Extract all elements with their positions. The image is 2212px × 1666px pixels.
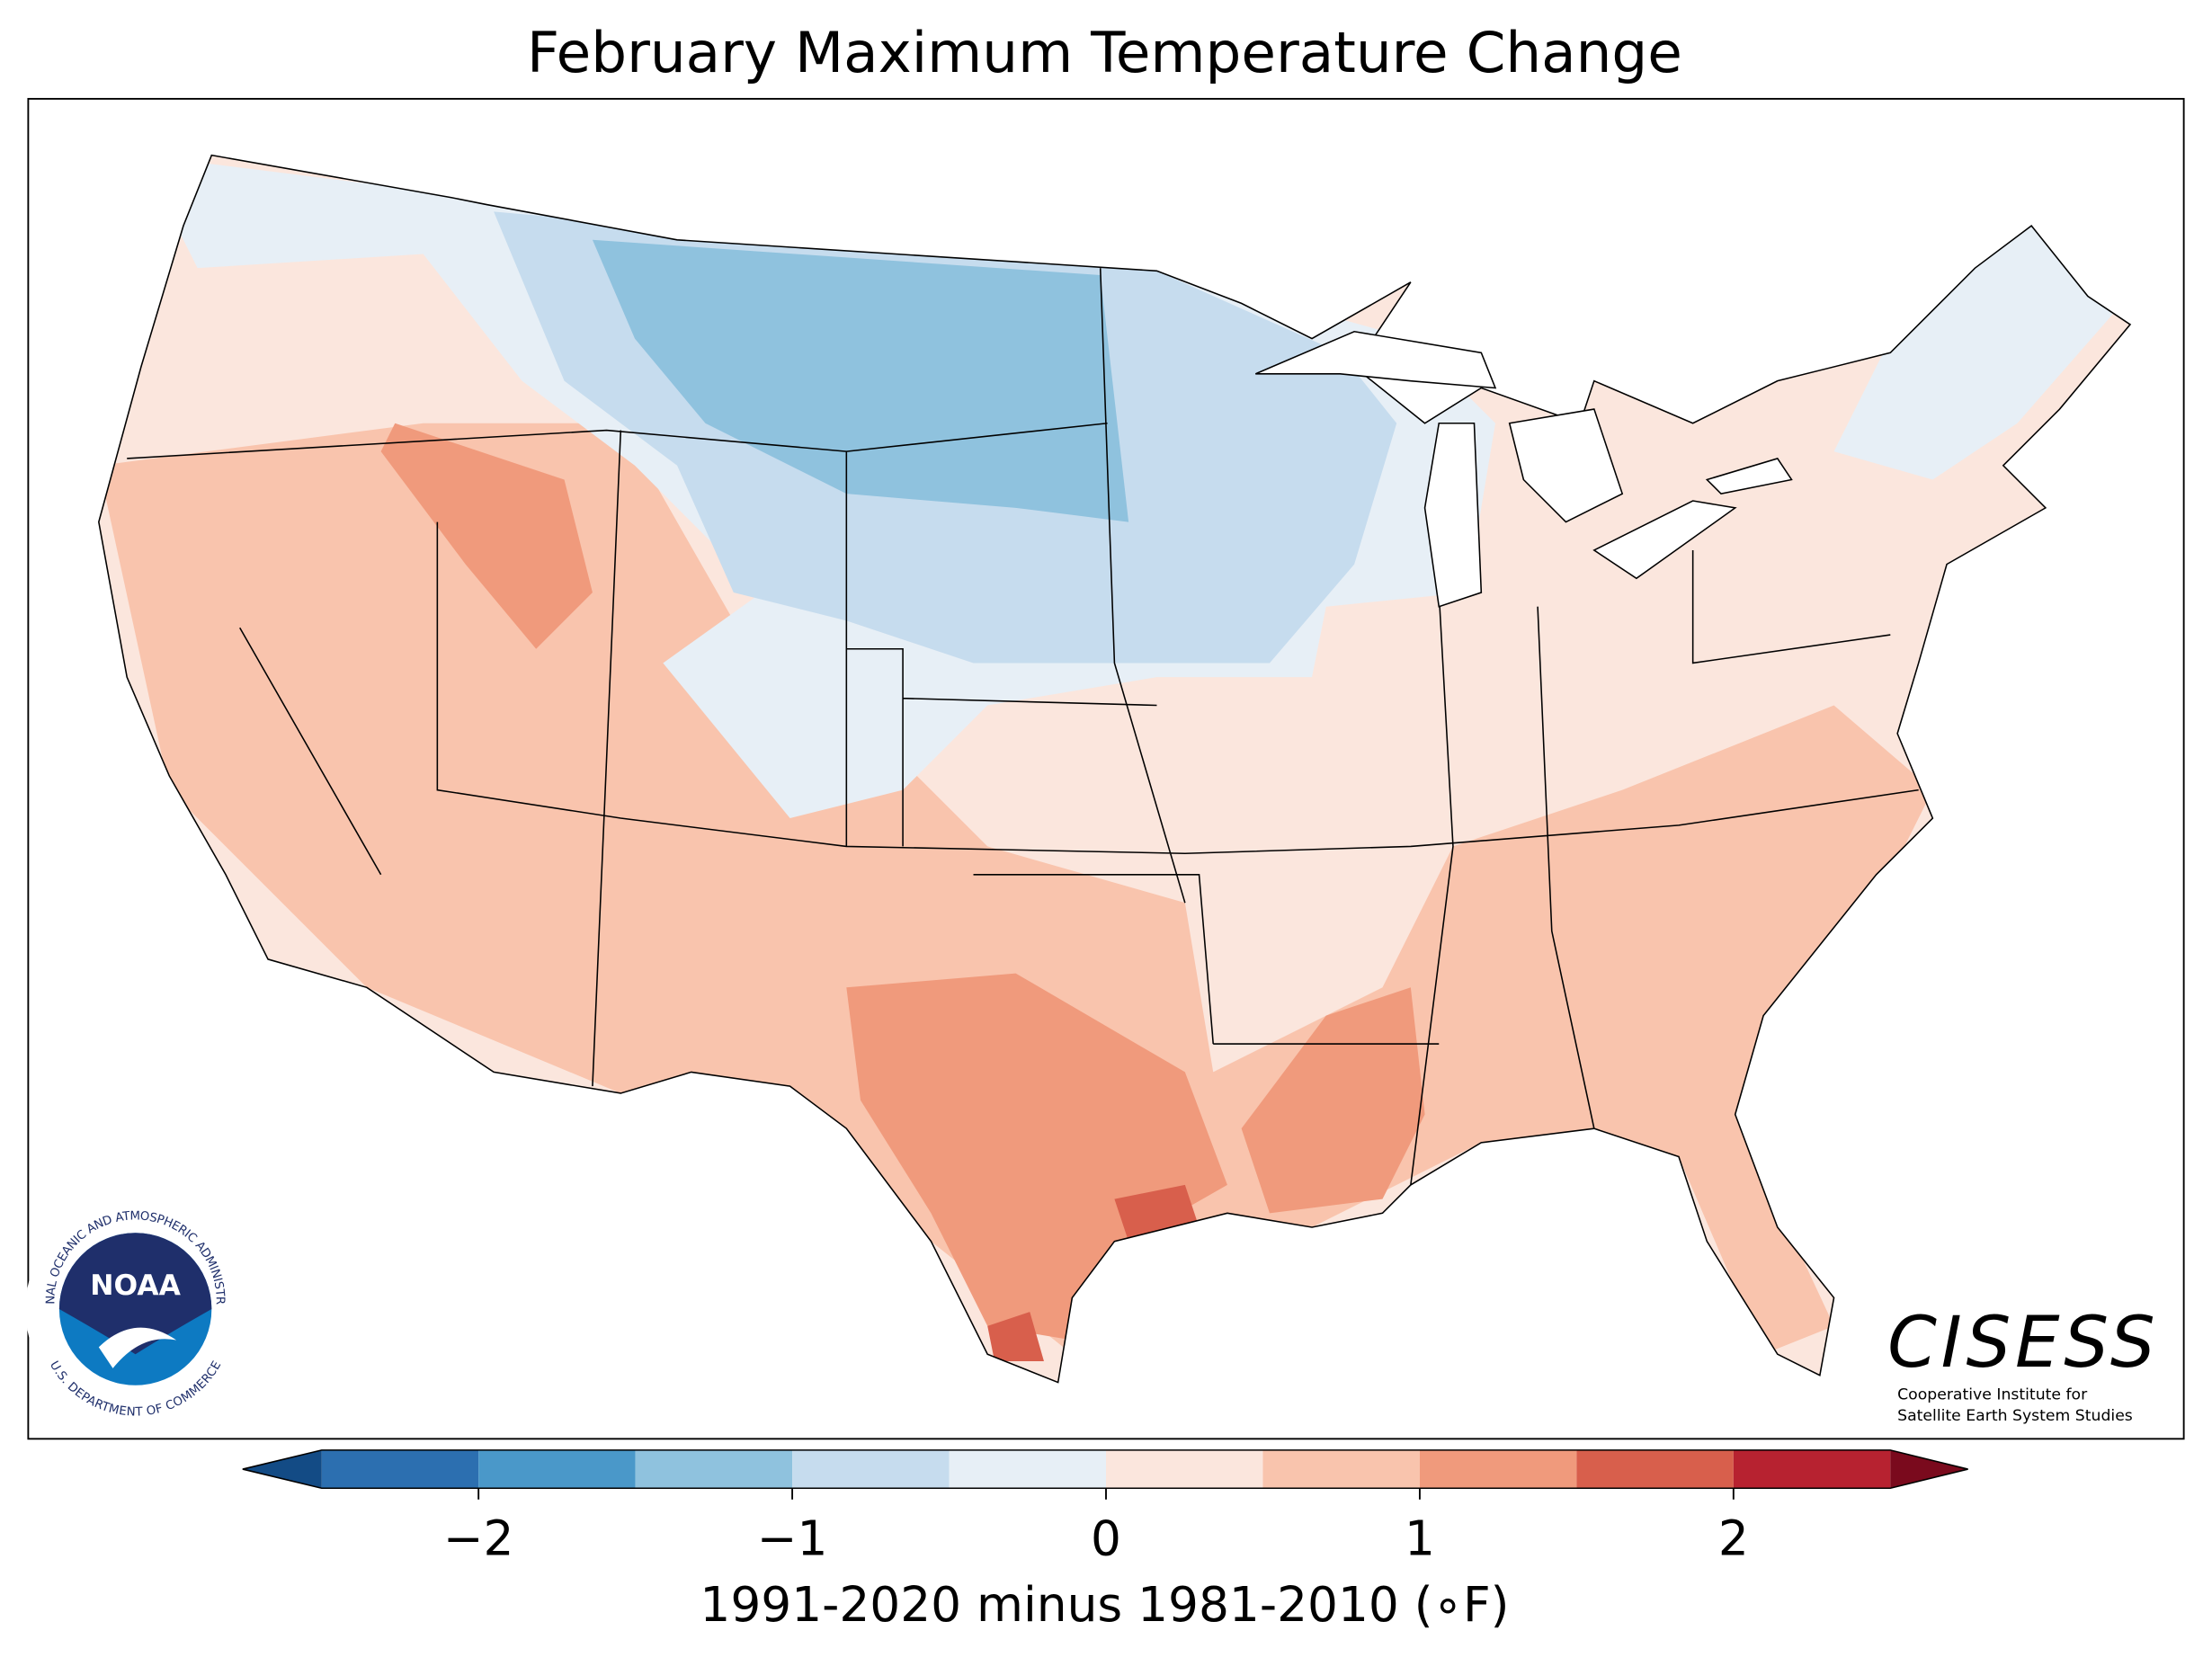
field-warm-2: [846, 973, 1227, 1341]
colorbar-label: 1991-2020 minus 1981-2010 (∘F): [700, 1576, 1509, 1633]
noaa-bird: [98, 1327, 177, 1368]
colorbar-segment: [1733, 1449, 1891, 1489]
colorbar-segment: [1106, 1449, 1263, 1489]
state-lines: [127, 268, 1919, 1186]
noaa-top: [58, 1233, 212, 1355]
colorbar-tick-label: 0: [1091, 1510, 1121, 1567]
colorbar-segment: [635, 1449, 793, 1489]
colorbar-tick-label: −2: [443, 1510, 514, 1567]
colorbar-extend-high: [1890, 1449, 1968, 1489]
colorbar-extend-low: [242, 1449, 322, 1489]
noaa-name: NOAA: [90, 1270, 181, 1302]
cisess-line2: Satellite Earth System Studies: [1897, 1407, 2133, 1425]
field-cool-3: [592, 239, 1129, 522]
colorbar-segment: [792, 1449, 950, 1489]
colorbar-tick-label: 1: [1405, 1510, 1435, 1567]
colorbar-segment: [478, 1449, 636, 1489]
great-lakes: [1254, 330, 1793, 608]
colorbar-segment: [321, 1449, 479, 1489]
colorbar-segment: [1262, 1449, 1420, 1489]
field-warm: [98, 423, 1933, 1355]
colorbar-segment: [949, 1449, 1106, 1489]
colorbar-outline: [242, 1449, 1968, 1490]
colorbar-tick-label: −1: [757, 1510, 828, 1567]
colorbar-tick-label: 2: [1718, 1510, 1749, 1567]
colorbar-segment: [1576, 1449, 1734, 1489]
field-cool: [1833, 211, 2117, 480]
cisess-line1: Cooperative Institute for: [1897, 1386, 2088, 1404]
colorbar-segment: [1419, 1449, 1577, 1489]
field-warm-3: [987, 1312, 1044, 1362]
field-warm-2: [380, 423, 593, 649]
cisess-logo: CISESS Cooperative Institute for Satelli…: [1887, 1302, 2159, 1425]
title: February Maximum Temperature Change: [527, 20, 1682, 85]
cisess-name: CISESS: [1887, 1302, 2159, 1384]
